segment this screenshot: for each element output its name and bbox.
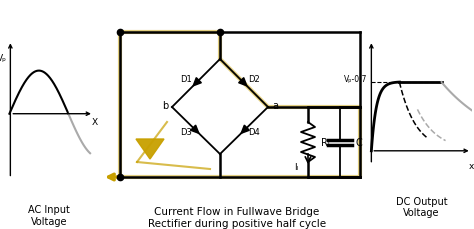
Text: X: X xyxy=(92,118,98,127)
Text: b: b xyxy=(162,101,168,111)
Text: DC Output
Voltage: DC Output Voltage xyxy=(396,196,447,217)
Text: AC Input
Voltage: AC Input Voltage xyxy=(28,204,70,226)
Text: x: x xyxy=(469,161,474,170)
Polygon shape xyxy=(136,139,164,159)
Text: Rₗ: Rₗ xyxy=(321,137,329,147)
Text: a: a xyxy=(272,101,278,111)
Polygon shape xyxy=(191,125,199,134)
Text: C: C xyxy=(356,137,363,147)
Text: D4: D4 xyxy=(248,128,260,136)
Polygon shape xyxy=(241,125,249,134)
Polygon shape xyxy=(238,78,247,87)
Text: D2: D2 xyxy=(248,75,260,84)
Polygon shape xyxy=(193,78,201,87)
Text: Iₗ: Iₗ xyxy=(294,163,298,172)
Text: D3: D3 xyxy=(180,128,192,136)
Text: Current Flow in Fullwave Bridge
Rectifier during positive half cycle: Current Flow in Fullwave Bridge Rectifie… xyxy=(148,206,326,228)
Text: D1: D1 xyxy=(180,75,192,84)
Text: Vₚ-0.7: Vₚ-0.7 xyxy=(345,74,368,84)
Text: Vₚ: Vₚ xyxy=(0,54,7,63)
